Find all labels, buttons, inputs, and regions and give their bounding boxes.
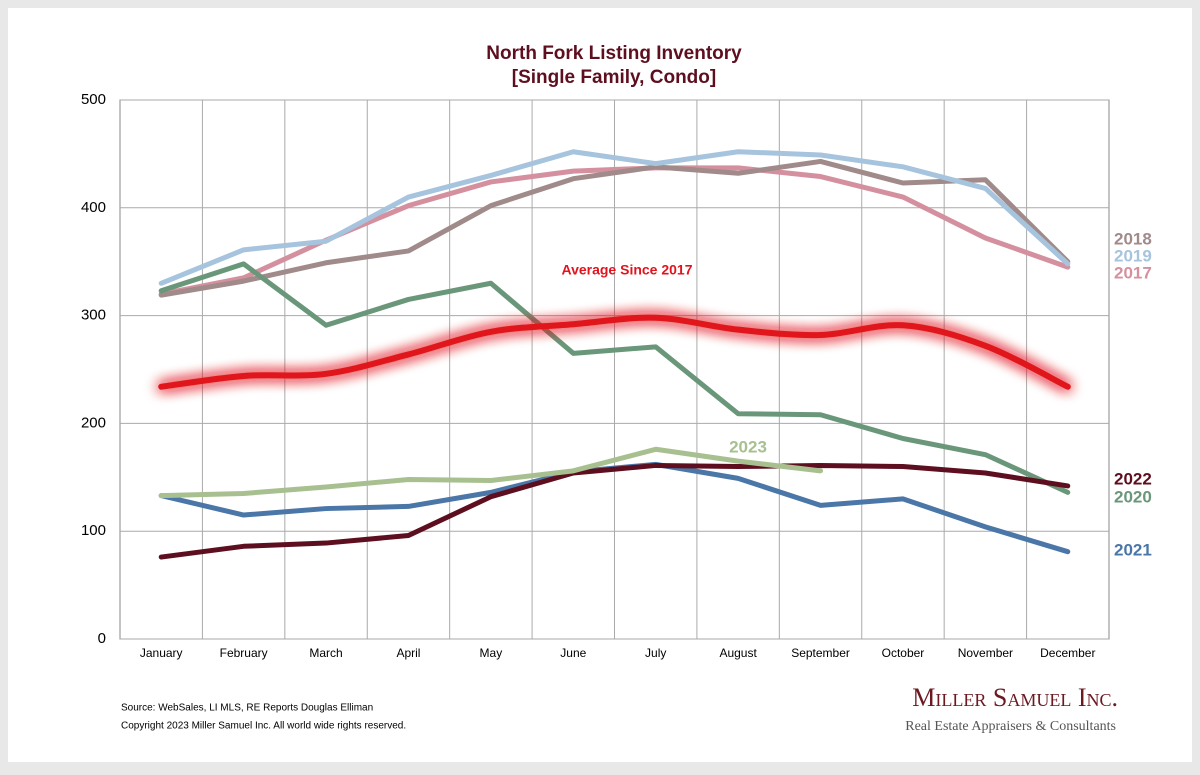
series-line — [158, 314, 1071, 390]
x-tick-label: February — [220, 646, 268, 660]
series-line — [158, 261, 1071, 495]
brand: Miller Samuel Inc. — [912, 683, 1118, 712]
series-label: 2022 — [1114, 469, 1152, 488]
y-tick-label: 100 — [81, 522, 106, 539]
tagline: Real Estate Appraisers & Consultants — [905, 719, 1116, 734]
x-tick-label: November — [958, 646, 1013, 660]
series-label: 2017 — [1114, 263, 1152, 282]
chart-title: North Fork Listing Inventory — [486, 43, 742, 64]
y-tick-label: 300 — [81, 307, 106, 324]
series-line — [158, 446, 824, 499]
y-tick-label: 400 — [81, 199, 106, 216]
card — [8, 8, 1192, 762]
x-tick-label: April — [396, 646, 420, 660]
series-label: 2018 — [1114, 229, 1152, 248]
series-label: 2023 — [729, 437, 767, 456]
copyright: Copyright 2023 Miller Samuel Inc. All wo… — [121, 721, 406, 732]
x-tick-label: July — [645, 646, 666, 660]
series-line — [158, 158, 1071, 298]
y-tick-label: 500 — [81, 91, 106, 108]
x-tick-label: October — [882, 646, 925, 660]
y-tick-label: 200 — [81, 414, 106, 431]
x-tick-label: September — [791, 646, 850, 660]
chart-subtitle: [Single Family, Condo] — [512, 67, 716, 88]
x-tick-label: August — [719, 646, 757, 660]
series-line — [158, 149, 1071, 286]
x-tick-label: June — [560, 646, 586, 660]
series-label: 2021 — [1114, 540, 1152, 559]
series-line — [158, 165, 1071, 297]
y-tick-label: 0 — [98, 630, 106, 647]
x-tick-label: May — [480, 646, 503, 660]
series-label: 2019 — [1114, 246, 1152, 265]
source: Source: WebSales, LI MLS, RE Reports Dou… — [121, 703, 373, 714]
series-line — [158, 462, 1071, 560]
series-label: 2020 — [1114, 487, 1152, 506]
x-tick-label: March — [309, 646, 342, 660]
series-label: Average Since 2017 — [561, 262, 692, 278]
x-tick-label: December — [1040, 646, 1095, 660]
x-tick-label: January — [140, 646, 183, 660]
